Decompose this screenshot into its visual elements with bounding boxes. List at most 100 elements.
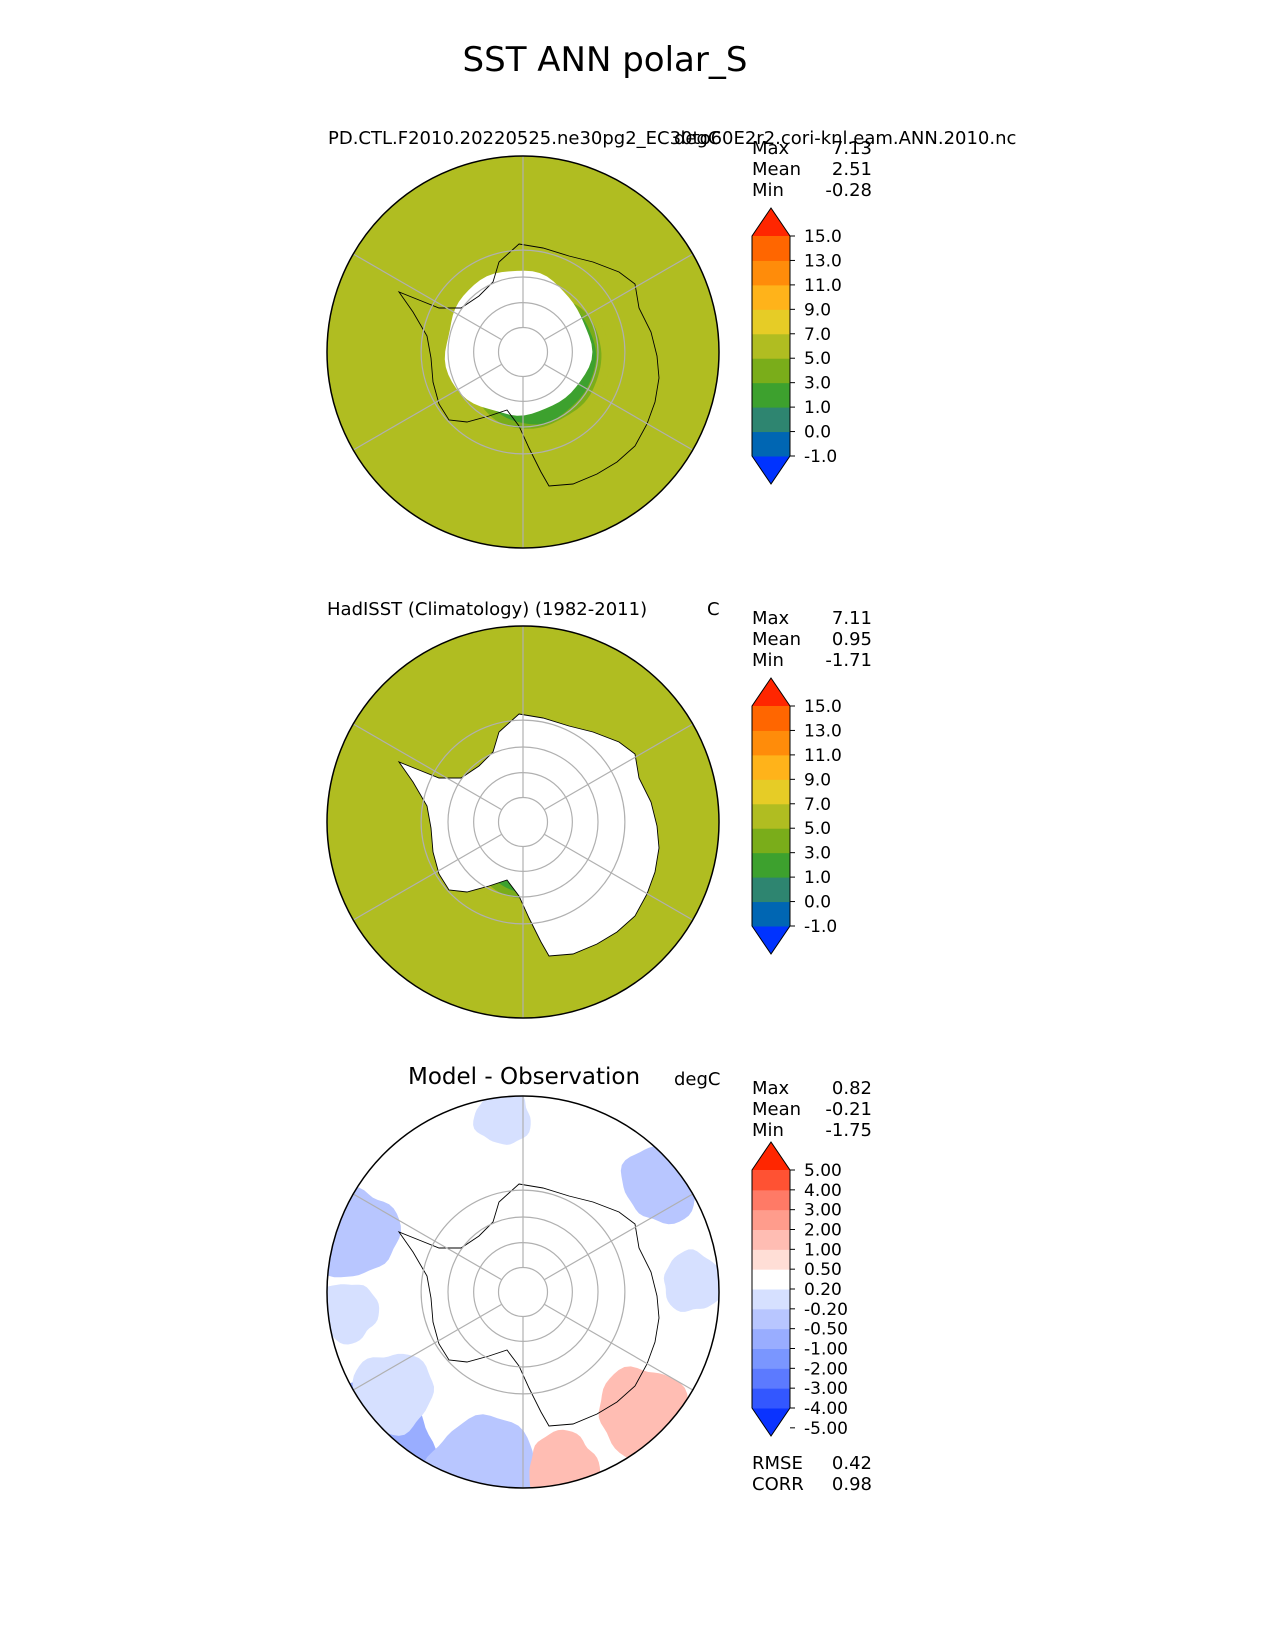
- colorbar-segment: [752, 1388, 790, 1409]
- colorbar-tick-label: 3.0: [804, 374, 831, 394]
- stat-label: Max: [752, 138, 790, 159]
- colorbar-tick-label: -0.20: [804, 1300, 848, 1320]
- panel-2-title: HadISST (Climatology) (1982-2011): [327, 599, 648, 620]
- colorbar-segment: [752, 754, 790, 780]
- colorbar-extend-low: [752, 1408, 790, 1436]
- map-boundary: [326, 625, 720, 1019]
- panel-3-title: Model - Observation: [408, 1064, 641, 1090]
- meridian-line: [352, 363, 503, 451]
- map-boundary: [326, 1095, 720, 1489]
- colorbar-segment: [752, 779, 790, 805]
- colorbar-segment: [752, 803, 790, 829]
- panel-3-stats: Max 0.82 Mean -0.21 Min -1.75: [752, 1078, 872, 1144]
- stat-value: 7.13: [831, 138, 872, 159]
- panel-1-title: PD.CTL.F2010.20220525.ne30pg2_EC30to60E2…: [328, 128, 1017, 149]
- stat-value: -1.75: [825, 1120, 872, 1141]
- colorbar-tick-label: 2.00: [804, 1221, 842, 1241]
- colorbar-2: 15.0 13.0 11.0 9.0 7.0 5.0 3.0 1.0 0.0 -1.0: [751, 677, 842, 955]
- colorbar-tick-label: 15.0: [804, 227, 842, 247]
- meridian-line: [352, 1303, 503, 1391]
- colorbar-tick-label: -1.00: [804, 1340, 848, 1360]
- colorbar-extend-high: [752, 1142, 790, 1170]
- colorbar-segment: [752, 1170, 790, 1191]
- meridian-line: [543, 833, 694, 921]
- metric-value: 0.98: [831, 1474, 872, 1495]
- colorbar-tick-label: 5.0: [804, 349, 831, 369]
- colorbar-3: 5.004.003.002.001.000.500.20-0.20-0.50-1…: [751, 1141, 848, 1439]
- colorbar-extend-low: [752, 926, 790, 954]
- colorbar-segment: [752, 1348, 790, 1369]
- panel-2-units: C: [707, 599, 720, 620]
- meridian-line: [352, 1193, 503, 1281]
- colorbar-segment: [752, 730, 790, 756]
- stat-label: Max: [752, 1078, 790, 1099]
- colorbar-segment: [752, 431, 790, 457]
- colorbar-tick-label: 1.00: [804, 1240, 842, 1260]
- stat-value: 0.82: [831, 1078, 872, 1099]
- colorbar-tick-label: 1.0: [804, 868, 831, 888]
- colorbar-tick-label: 9.0: [804, 300, 831, 320]
- colorbar-segment: [752, 1289, 790, 1310]
- meridian-line: [352, 723, 503, 811]
- map-boundary: [326, 155, 720, 549]
- meridian-line: [543, 1193, 694, 1281]
- colorbar-segment: [752, 1209, 790, 1230]
- colorbar-tick-label: 0.20: [804, 1280, 842, 1300]
- meridian-line: [543, 1303, 694, 1391]
- diff-patch: [327, 1284, 380, 1345]
- map-field: [327, 626, 719, 1018]
- colorbar-tick-label: 4.00: [804, 1181, 842, 1201]
- diff-patch: [352, 1353, 434, 1436]
- diff-patch: [473, 1096, 531, 1145]
- colorbar-tick-label: 11.0: [804, 746, 842, 766]
- colorbar-segment: [752, 1229, 790, 1250]
- polar-map-3: [326, 1095, 720, 1489]
- colorbar-tick-label: -3.00: [804, 1379, 848, 1399]
- colorbar-tick-label: -1.0: [804, 447, 837, 467]
- map-field: [327, 156, 719, 548]
- colorbar-extend-high: [752, 678, 790, 706]
- meridian-line: [352, 833, 503, 921]
- stat-value: 0.95: [831, 629, 872, 650]
- colorbar-tick-label: 7.0: [804, 325, 831, 345]
- metric-value: 0.42: [831, 1453, 872, 1474]
- stat-label: Mean: [752, 629, 802, 650]
- meridian-line: [543, 363, 694, 451]
- stat-value: -1.71: [825, 650, 872, 671]
- panel-1-stats: Max 7.13 Mean 2.51 Min -0.28: [752, 138, 872, 204]
- colorbar-tick-label: -0.50: [804, 1320, 848, 1340]
- colorbar-segment: [752, 358, 790, 384]
- stat-label: Min: [752, 180, 784, 201]
- polar-map-1: [326, 155, 720, 549]
- colorbar-tick-label: 5.00: [804, 1161, 842, 1181]
- colorbar-segment: [752, 236, 790, 261]
- colorbar-tick-label: -1.0: [804, 917, 837, 937]
- colorbar-segment: [752, 1328, 790, 1349]
- colorbar-segment: [752, 852, 790, 878]
- colorbar-segment: [752, 260, 790, 286]
- colorbar-extend-low: [752, 456, 790, 484]
- colorbar-tick-label: 7.0: [804, 795, 831, 815]
- meridian-line: [543, 253, 694, 341]
- colorbar-tick-label: 11.0: [804, 276, 842, 296]
- colorbar-segment: [752, 309, 790, 335]
- colorbar-segment: [752, 333, 790, 359]
- diff-patch: [422, 1414, 535, 1488]
- colorbar-tick-label: 3.0: [804, 844, 831, 864]
- stat-label: Min: [752, 650, 784, 671]
- colorbar-segment: [752, 901, 790, 927]
- colorbar-segment: [752, 828, 790, 854]
- metric-label: CORR: [752, 1474, 804, 1495]
- stat-label: Mean: [752, 1099, 802, 1120]
- colorbar-tick-label: -5.00: [804, 1419, 848, 1439]
- colorbar-tick-label: 1.0: [804, 398, 831, 418]
- meridian-line: [543, 723, 694, 811]
- colorbar-tick-label: 0.50: [804, 1260, 842, 1280]
- map-field: [327, 1096, 719, 1488]
- colorbar-extend-high: [752, 208, 790, 236]
- panel-2-stats: Max 7.11 Mean 0.95 Min -1.71: [752, 608, 872, 674]
- colorbar-tick-label: 13.0: [804, 721, 842, 741]
- panel-3-metrics: RMSE 0.42 CORR 0.98: [752, 1453, 872, 1497]
- colorbar-segment: [752, 284, 790, 310]
- diff-patch: [663, 1249, 719, 1312]
